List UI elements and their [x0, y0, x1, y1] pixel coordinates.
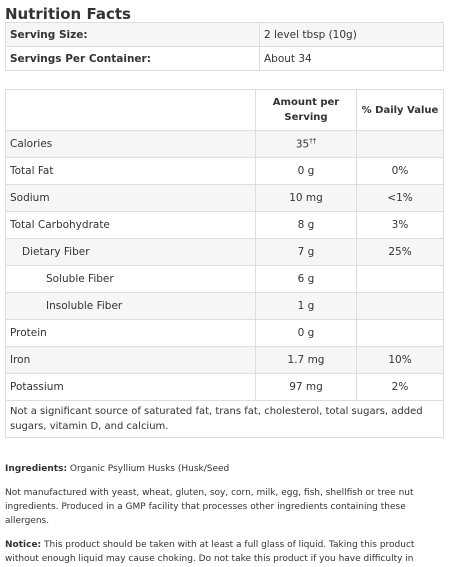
serving-row: Serving Size: 2 level tbsp (10g): [5, 22, 444, 47]
nutrient-label: Total Carbohydrate: [5, 211, 256, 239]
nutrient-row: Total Fat 0 g 0%: [5, 157, 444, 185]
nutrient-amount: 7 g: [255, 238, 357, 266]
amount: 0 g: [297, 327, 315, 339]
amount: 1 g: [297, 300, 315, 312]
nutrient-amount: 0 g: [255, 319, 357, 347]
notice: Notice: This product should be taken wit…: [5, 538, 444, 567]
nutrient-amount: 10 mg: [255, 184, 357, 212]
nutrient-label: Iron: [5, 346, 256, 374]
header-row: Amount per Serving% Daily Value: [5, 89, 444, 131]
notice-label: Notice:: [5, 540, 42, 550]
value: About 34: [259, 46, 444, 71]
nutrient-row: Sodium 10 mg <1%: [5, 184, 444, 212]
daily-value: [356, 292, 444, 320]
daily-value: 0%: [356, 157, 444, 185]
nutrient-label: Soluble Fiber: [5, 265, 256, 293]
nutrient-amount: 1.7 mg: [255, 346, 357, 374]
footnote-mark: ††: [309, 137, 317, 146]
label: Servings Per Container:: [5, 46, 260, 71]
notice-text: This product should be taken with at lea…: [5, 540, 415, 564]
nutrient-row: Protein 0 g: [5, 319, 444, 347]
nutrient-label: Calories: [5, 130, 256, 158]
nutrition-table: Amount per Serving% Daily Value Calories…: [5, 89, 444, 438]
daily-value: 10%: [356, 346, 444, 374]
ingredients-text: Organic Psyllium Husks (Husk/Seed: [69, 464, 230, 474]
value: 2 level tbsp (10g): [259, 22, 444, 47]
serving-table: Serving Size: 2 level tbsp (10g) Servings…: [5, 22, 444, 71]
nutrient-amount: 0 g: [255, 157, 357, 185]
nutrient-label: Potassium: [5, 373, 256, 401]
header-daily-value: % Daily Value: [356, 89, 444, 131]
nutrient-label: Dietary Fiber: [5, 238, 256, 266]
amount: 35: [295, 138, 310, 151]
footnote: Not a significant source of saturated fa…: [5, 400, 444, 438]
nutrient-row: Soluble Fiber 6 g: [5, 265, 444, 293]
nutrient-amount: 6 g: [255, 265, 357, 293]
header-amount: Amount per Serving: [255, 89, 357, 131]
nutrient-amount: 97 mg: [255, 373, 357, 401]
daily-value: [356, 319, 444, 347]
nutrient-amount: 1 g: [255, 292, 357, 320]
amount: 8 g: [297, 219, 315, 231]
nutrient-row: Total Carbohydrate 8 g 3%: [5, 211, 444, 239]
nutrient-row: Insoluble Fiber 1 g: [5, 292, 444, 320]
amount: 0 g: [297, 165, 315, 177]
nutrient-row: Potassium 97 mg 2%: [5, 373, 444, 401]
amount: 1.7 mg: [287, 354, 325, 366]
ingredients-label: Ingredients:: [5, 464, 68, 474]
amount: 6 g: [297, 273, 315, 285]
nutrient-label: Sodium: [5, 184, 256, 212]
nutrient-row: Calories 35††: [5, 130, 444, 158]
daily-value: 3%: [356, 211, 444, 239]
daily-value: [356, 265, 444, 293]
daily-value: 25%: [356, 238, 444, 266]
amount: 97 mg: [289, 381, 323, 393]
daily-value: <1%: [356, 184, 444, 212]
footnote-row: Not a significant source of saturated fa…: [5, 400, 444, 438]
ingredients: Ingredients: Organic Psyllium Husks (Hus…: [5, 462, 444, 476]
daily-value: [356, 130, 444, 158]
nutrient-row: Iron 1.7 mg 10%: [5, 346, 444, 374]
nutrient-label: Protein: [5, 319, 256, 347]
nutrient-label: Insoluble Fiber: [5, 292, 256, 320]
nutrient-row: Dietary Fiber 7 g 25%: [5, 238, 444, 266]
nutrient-amount: 8 g: [255, 211, 357, 239]
nutrient-amount: 35††: [255, 130, 357, 158]
amount: 7 g: [297, 246, 315, 258]
allergens: Not manufactured with yeast, wheat, glut…: [5, 488, 414, 526]
label: Serving Size:: [5, 22, 260, 47]
title: Nutrition Facts: [5, 5, 131, 23]
serving-row: Servings Per Container: About 34: [5, 46, 444, 71]
daily-value: 2%: [356, 373, 444, 401]
nutrient-label: Total Fat: [5, 157, 256, 185]
amount: 10 mg: [289, 192, 323, 204]
